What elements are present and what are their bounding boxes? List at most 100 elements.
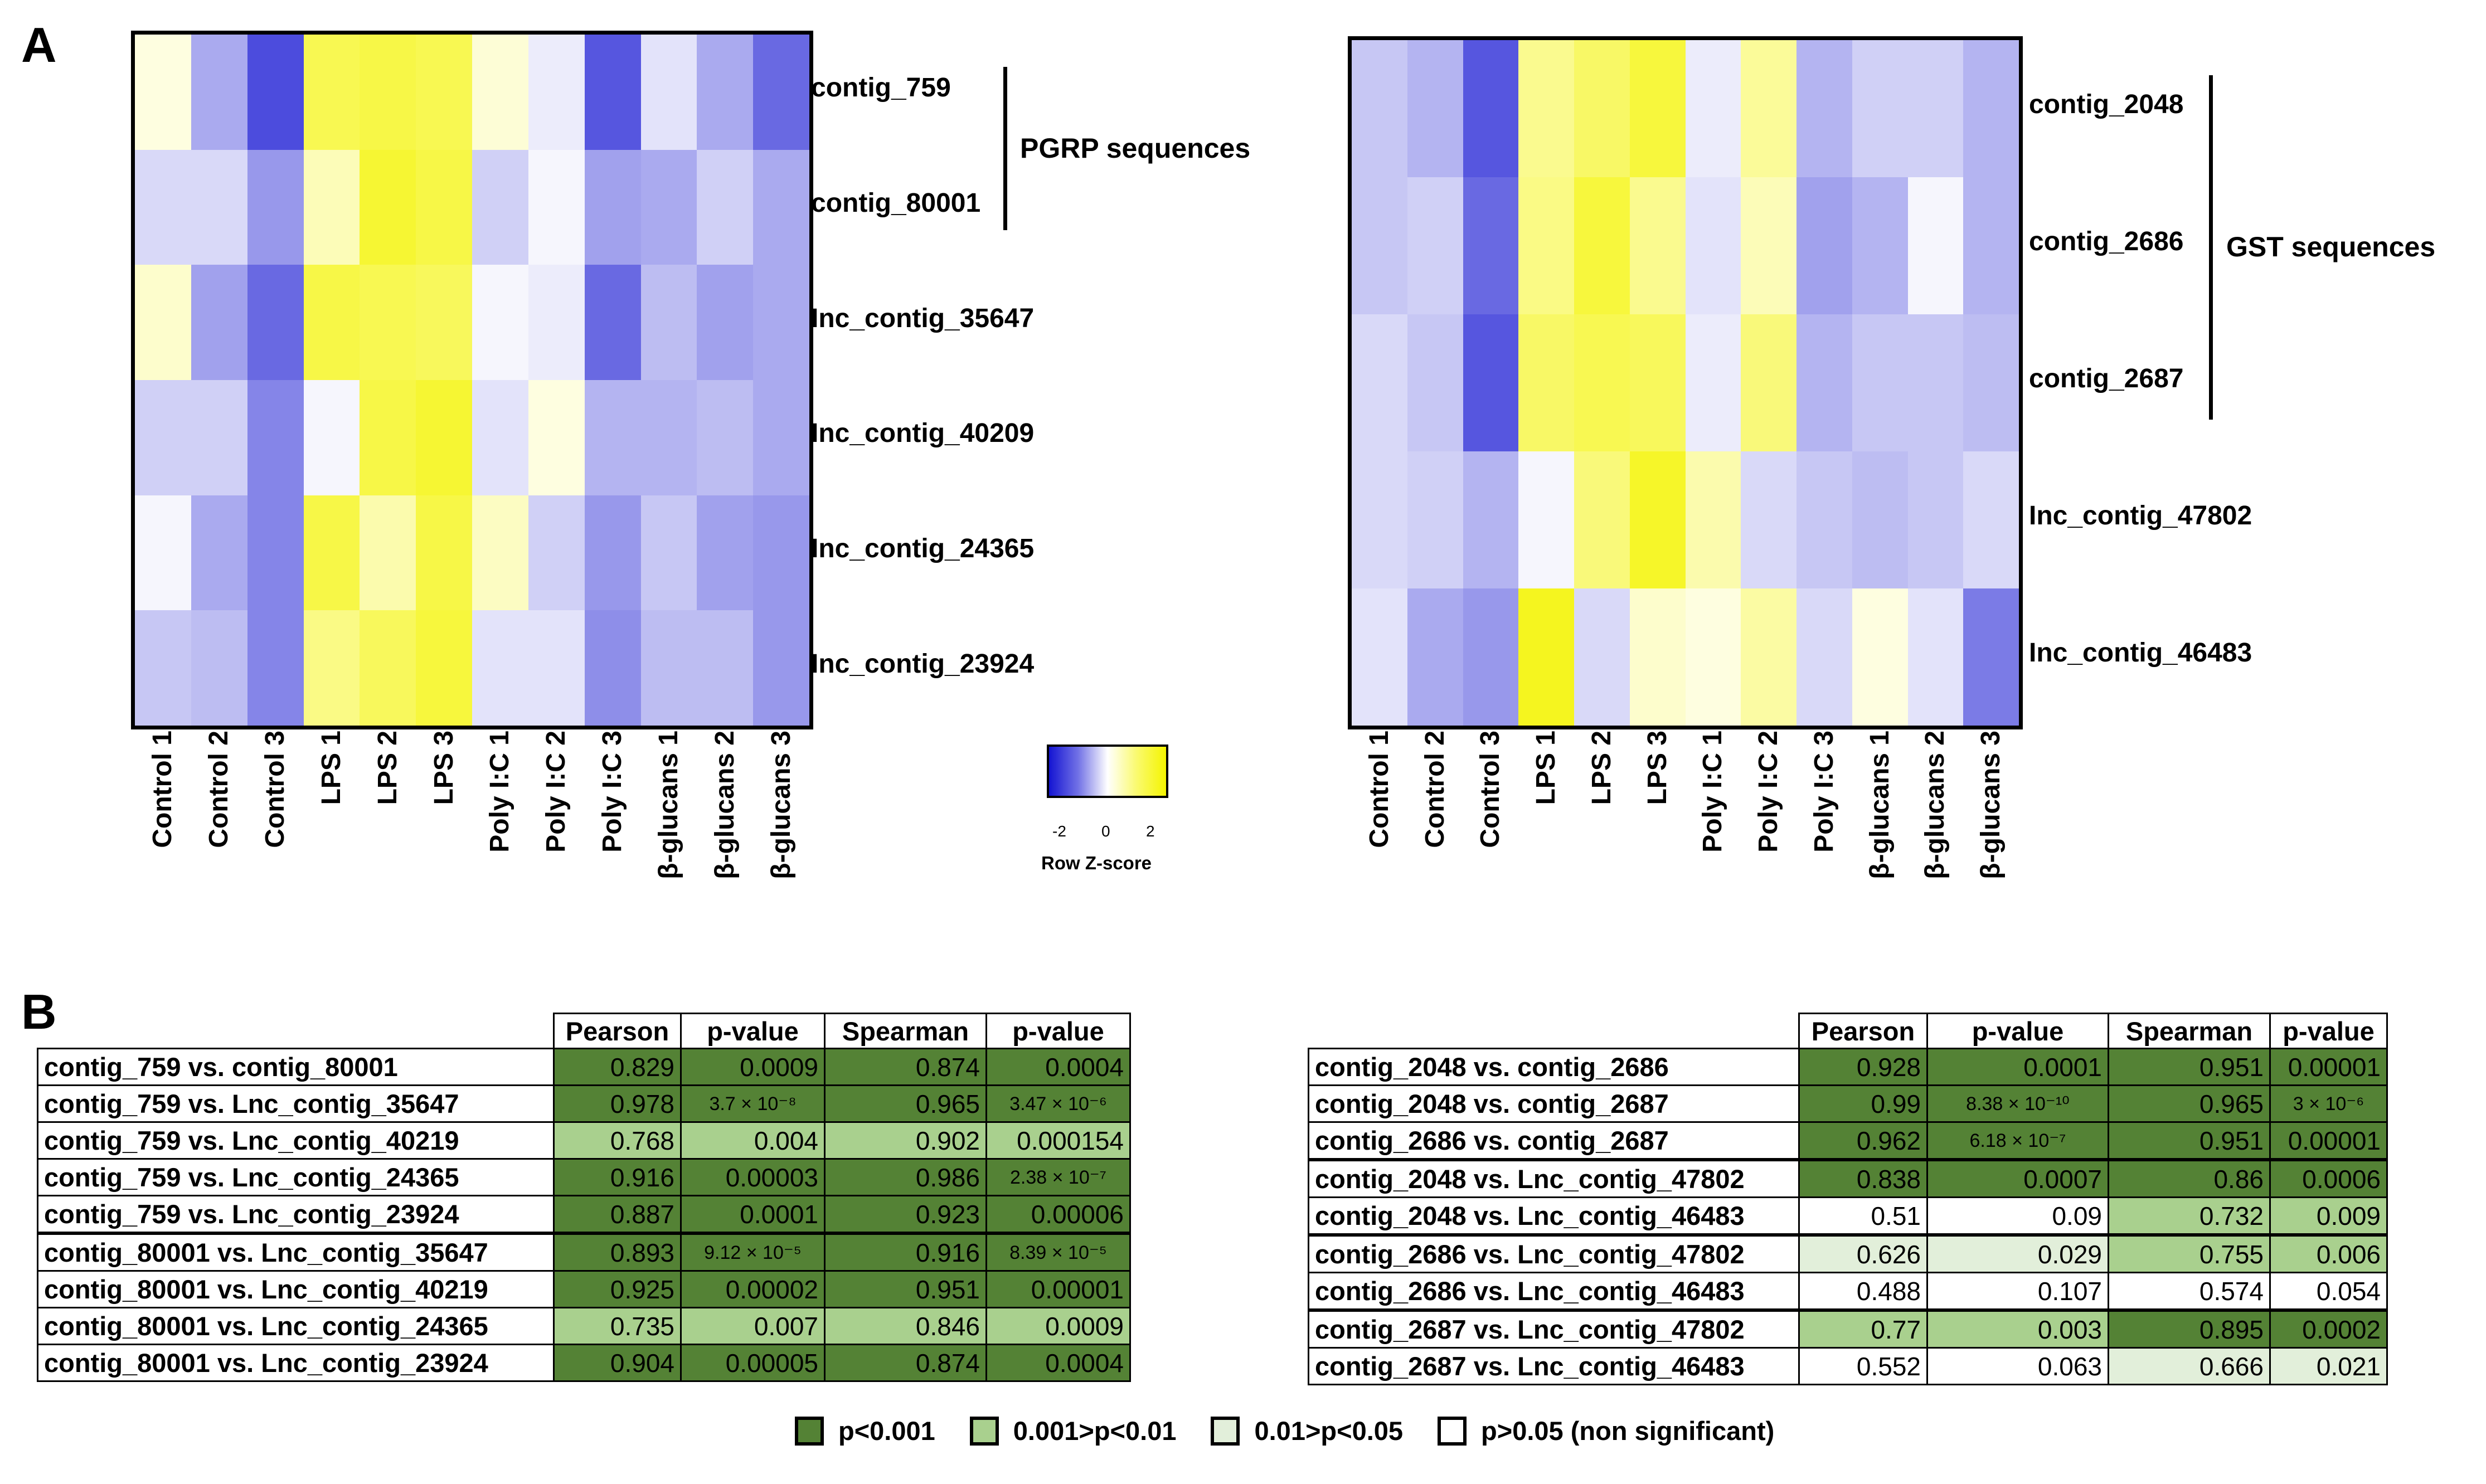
coefficient-cell: 0.951 bbox=[2108, 1121, 2271, 1161]
heatmap-cell bbox=[416, 265, 472, 380]
heatmap-cell bbox=[1518, 40, 1574, 177]
coefficient-cell: 0.874 bbox=[824, 1344, 987, 1382]
heatmap-cell bbox=[640, 380, 697, 495]
heatmap-cell bbox=[753, 265, 809, 380]
p-value-cell: 0.054 bbox=[2269, 1272, 2388, 1311]
heatmap-cell bbox=[1518, 177, 1574, 314]
coefficient-cell: 0.735 bbox=[553, 1307, 682, 1345]
pair-label: contig_759 vs. Lnc_contig_23924 bbox=[37, 1195, 555, 1234]
heatmap-grid bbox=[1348, 36, 2023, 729]
colorkey-tick: 2 bbox=[1146, 823, 1155, 840]
coefficient-cell: 0.965 bbox=[2108, 1084, 2271, 1123]
heatmap-cell bbox=[1741, 177, 1796, 314]
heatmap-cell bbox=[1407, 314, 1463, 451]
heatmap-cell bbox=[640, 35, 697, 150]
table-header: p-value bbox=[2269, 1013, 2388, 1049]
table-row: contig_759 vs. Lnc_contig_24365 0.916 0.00… bbox=[37, 1158, 1131, 1196]
heatmap-cell bbox=[360, 610, 416, 726]
heatmap-cell bbox=[1852, 451, 1908, 588]
table-row: contig_2686 vs. Lnc_contig_46483 0.488 0.1… bbox=[1308, 1272, 2388, 1311]
column-label: Poly I:C 1 bbox=[1698, 731, 1728, 853]
coefficient-cell: 0.887 bbox=[553, 1195, 682, 1234]
heatmap-cell bbox=[1629, 314, 1686, 451]
row-label: contig_2687 bbox=[2029, 364, 2184, 393]
table-corner bbox=[1309, 1014, 1799, 1049]
heatmap-cell bbox=[1629, 588, 1686, 726]
column-label: β-glucans 1 bbox=[653, 731, 683, 879]
heatmap-cell bbox=[584, 495, 641, 611]
heatmap-cell bbox=[1685, 451, 1741, 588]
p-value-cell: 8.38 × 10⁻¹⁰ bbox=[1926, 1084, 2109, 1123]
table-corner bbox=[38, 1014, 554, 1049]
coefficient-cell: 0.902 bbox=[824, 1121, 987, 1160]
heatmap-cell bbox=[360, 380, 416, 495]
coefficient-cell: 0.86 bbox=[2108, 1158, 2271, 1198]
p-value-cell: 3.47 × 10⁻⁶ bbox=[985, 1084, 1131, 1123]
heatmap-grid bbox=[131, 31, 813, 729]
heatmap-cell bbox=[1907, 314, 1964, 451]
heatmap-cell bbox=[360, 35, 416, 150]
heatmap-cell bbox=[1352, 177, 1407, 314]
heatmap-cell bbox=[191, 35, 247, 150]
heatmap-cell bbox=[1407, 588, 1463, 726]
heatmap-cell bbox=[1574, 588, 1630, 726]
column-label: LPS 2 bbox=[1586, 731, 1616, 805]
pair-label: contig_80001 vs. Lnc_contig_24365 bbox=[37, 1307, 555, 1345]
coefficient-cell: 0.951 bbox=[824, 1270, 987, 1308]
column-label: β-glucans 2 bbox=[1920, 731, 1950, 879]
heatmap-cell bbox=[416, 610, 472, 726]
pair-label: contig_759 vs. contig_80001 bbox=[37, 1048, 555, 1086]
table-row: contig_759 vs. Lnc_contig_40219 0.768 0.00… bbox=[37, 1121, 1131, 1160]
heatmap-cell bbox=[472, 265, 528, 380]
coefficient-cell: 0.925 bbox=[553, 1270, 682, 1308]
column-label: Control 1 bbox=[148, 731, 178, 848]
heatmap-cell bbox=[753, 35, 809, 150]
p-value-cell: 0.0002 bbox=[2269, 1308, 2388, 1349]
heatmap-cell bbox=[584, 380, 641, 495]
row-label: Inc_contig_24365 bbox=[811, 534, 1035, 563]
p-value-cell: 3 × 10⁻⁶ bbox=[2269, 1084, 2388, 1123]
heatmap-cell bbox=[1629, 177, 1686, 314]
group-bracket bbox=[1003, 67, 1007, 231]
heatmap-cell bbox=[416, 380, 472, 495]
colorkey-tick: 0 bbox=[1101, 823, 1110, 840]
coefficient-cell: 0.99 bbox=[1798, 1084, 1928, 1123]
table-row: contig_2048 vs. Lnc_contig_47802 0.838 0.0… bbox=[1308, 1158, 2388, 1198]
heatmap-cell bbox=[1463, 588, 1519, 726]
heatmap-cell bbox=[1352, 314, 1407, 451]
legend-swatch bbox=[969, 1416, 999, 1446]
p-value-cell: 3.7 × 10⁻⁸ bbox=[680, 1084, 826, 1123]
table-row: contig_80001 vs. Lnc_contig_35647 0.893 9.… bbox=[37, 1232, 1131, 1272]
coefficient-cell: 0.846 bbox=[824, 1307, 987, 1345]
significance-legend-item: 0.01>p<0.05 bbox=[1211, 1415, 1403, 1446]
column-label: LPS 3 bbox=[429, 731, 459, 805]
coefficient-cell: 0.666 bbox=[2108, 1347, 2271, 1385]
heatmap-cell bbox=[1629, 451, 1686, 588]
heatmap-cell bbox=[191, 495, 247, 611]
heatmap-cell bbox=[135, 149, 191, 265]
heatmap-cell bbox=[416, 149, 472, 265]
table-row: contig_2048 vs. contig_2687 0.99 8.38 × 10… bbox=[1308, 1084, 2388, 1123]
significance-legend-item: p>0.05 (non significant) bbox=[1438, 1415, 1774, 1446]
heatmap-cell bbox=[191, 380, 247, 495]
coefficient-cell: 0.626 bbox=[1798, 1233, 1928, 1273]
row-label: Inc_contig_35647 bbox=[811, 303, 1035, 333]
coefficient-cell: 0.77 bbox=[1798, 1308, 1928, 1349]
heatmap-cell bbox=[472, 610, 528, 726]
coefficient-cell: 0.951 bbox=[2108, 1048, 2271, 1086]
heatmap-cell bbox=[1463, 177, 1519, 314]
pair-label: contig_2686 vs. contig_2687 bbox=[1308, 1121, 1800, 1161]
heatmap-cell bbox=[697, 495, 754, 611]
legend-label: p>0.05 (non significant) bbox=[1481, 1416, 1775, 1446]
table-row: contig_2686 vs. contig_2687 0.962 6.18 × 1… bbox=[1308, 1121, 2388, 1161]
heatmap-cell bbox=[1629, 40, 1686, 177]
table-header: Spearman bbox=[824, 1013, 987, 1049]
table-header: p-value bbox=[680, 1013, 826, 1049]
heatmap-cell bbox=[697, 35, 754, 150]
pair-label: contig_2686 vs. Lnc_contig_46483 bbox=[1308, 1272, 1800, 1311]
heatmap-cell bbox=[1963, 451, 2019, 588]
p-value-cell: 0.0001 bbox=[1926, 1048, 2109, 1086]
coefficient-cell: 0.916 bbox=[824, 1232, 987, 1272]
column-label: Control 2 bbox=[204, 731, 234, 848]
coefficient-cell: 0.916 bbox=[553, 1158, 682, 1196]
